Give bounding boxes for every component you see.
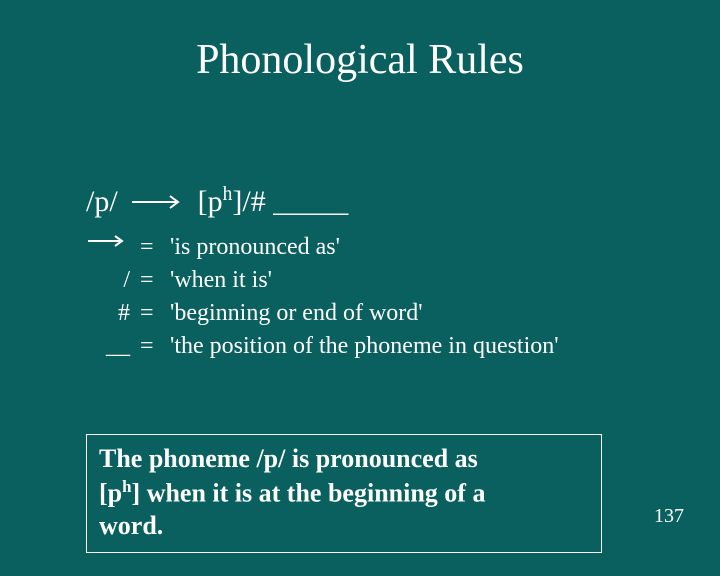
- definition-row: __ = 'the position of the phoneme in que…: [82, 333, 559, 360]
- equals-sign: =: [134, 333, 164, 360]
- rule-rhs-pre: [p: [198, 185, 223, 218]
- arrow-icon: [130, 194, 186, 210]
- summary-line2-pre: [p: [99, 478, 122, 507]
- rule-lhs: /p/: [86, 185, 118, 219]
- equals-sign: =: [134, 234, 164, 261]
- definition-symbol: #: [82, 300, 134, 327]
- rule-expression: /p/ [ph]/# _____: [86, 184, 348, 219]
- equals-sign: =: [134, 267, 164, 294]
- summary-line1: The phoneme /p/ is pronounced as: [99, 444, 478, 473]
- arrow-icon: [82, 234, 134, 248]
- definition-symbol: __: [82, 333, 134, 360]
- rule-rhs: [ph]/# _____: [198, 184, 349, 219]
- page-number: 137: [654, 505, 684, 528]
- slide-title: Phonological Rules: [0, 36, 720, 84]
- definition-text: 'is pronounced as': [164, 234, 340, 261]
- definition-row: # = 'beginning or end of word': [82, 300, 559, 327]
- definition-text: 'the position of the phoneme in question…: [164, 333, 559, 360]
- definition-symbol: /: [82, 267, 134, 294]
- summary-box: The phoneme /p/ is pronounced as [ph] wh…: [86, 434, 602, 553]
- summary-line2-post: ] when it is at the beginning of a: [132, 478, 486, 507]
- definition-row: = 'is pronounced as': [82, 234, 559, 261]
- definitions-list: = 'is pronounced as' / = 'when it is' # …: [82, 234, 559, 366]
- equals-sign: =: [134, 300, 164, 327]
- rule-rhs-sup: h: [223, 184, 233, 205]
- definition-text: 'beginning or end of word': [164, 300, 423, 327]
- rule-rhs-post: ]/# _____: [232, 185, 348, 218]
- summary-line3: word.: [99, 511, 163, 540]
- definition-row: / = 'when it is': [82, 267, 559, 294]
- summary-line2-sup: h: [122, 477, 131, 496]
- definition-text: 'when it is': [164, 267, 272, 294]
